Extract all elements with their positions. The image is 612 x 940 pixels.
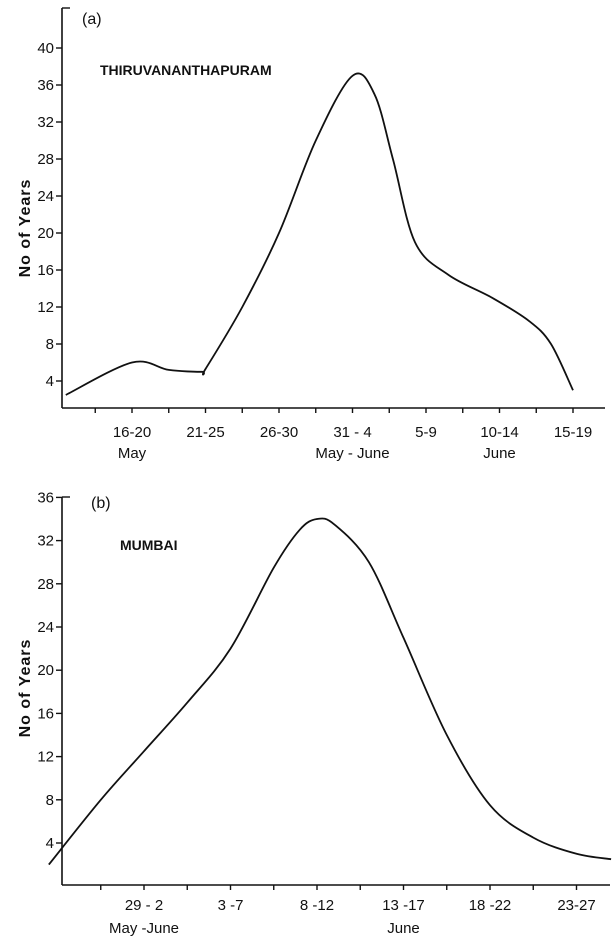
y-tick-label-b: 16 xyxy=(37,705,54,722)
x-tick-label-b: 13 -17 xyxy=(382,897,425,914)
x-tick-label-b: 23-27 xyxy=(557,897,595,914)
y-tick-label-a: 28 xyxy=(37,151,54,168)
y-tick-label-a: 8 xyxy=(46,336,54,353)
series-layer-a xyxy=(65,72,574,396)
x-group-label-a: June xyxy=(483,445,516,462)
y-axis-a: 4 8 12 16 20 24 28 32 36 40 xyxy=(37,7,70,408)
chart-title-a: THIRUVANANTHAPURAM xyxy=(100,62,272,78)
series-layer-b xyxy=(48,517,612,866)
y-tick-label-b: 28 xyxy=(37,576,54,593)
panel-label-b: (b) xyxy=(91,495,111,512)
x-tick-label-a: 10-14 xyxy=(480,424,518,441)
y-tick-label-b: 32 xyxy=(37,533,54,550)
x-group-label-a: May xyxy=(118,445,147,462)
y-tick-label-a: 20 xyxy=(37,225,54,242)
y-tick-label-b: 4 xyxy=(46,835,54,852)
y-axis-label-b: No of Years xyxy=(17,639,34,738)
x-tick-label-b: 29 - 2 xyxy=(125,897,163,914)
y-tick-label-b: 8 xyxy=(46,792,54,809)
x-group-label-b: May -June xyxy=(109,920,179,937)
x-tick-label-a: 26-30 xyxy=(260,424,298,441)
series-line-a xyxy=(65,72,574,396)
x-tick-label-a: 5-9 xyxy=(415,424,437,441)
x-tick-label-a: 31 - 4 xyxy=(333,424,371,441)
y-tick-label-a: 4 xyxy=(46,373,54,390)
y-tick-label-a: 36 xyxy=(37,77,54,94)
y-tick-label-b: 36 xyxy=(37,489,54,506)
y-tick-label-a: 16 xyxy=(37,262,54,279)
panel-thiruvananthapuram-chart: (a) THIRUVANANTHAPURAM No of Years 4 8 12 1… xyxy=(17,7,605,462)
y-tick-label-a: 40 xyxy=(37,40,54,57)
y-tick-label-a: 32 xyxy=(37,114,54,131)
panel-mumbai-chart: (b) MUMBAI No of Years 4812162024283236 … xyxy=(17,489,612,937)
x-tick-label-a: 15-19 xyxy=(554,424,592,441)
x-axis-a: 16-20 21-25 26-30 31 - 4 5-9 10-14 15-19 May May… xyxy=(62,407,605,462)
x-axis-b: 29 - 2 3 -7 8 -12 13 -17 18 -22 23-27 May -Jun… xyxy=(62,884,610,937)
series-line-b xyxy=(48,517,612,866)
x-tick-label-b: 18 -22 xyxy=(469,897,512,914)
y-tick-label-a: 12 xyxy=(37,299,54,316)
x-group-label-a: May - June xyxy=(315,445,389,462)
y-tick-label-b: 24 xyxy=(37,619,54,636)
chart-title-b: MUMBAI xyxy=(120,537,178,553)
y-axis-label-a: No of Years xyxy=(17,179,34,278)
x-tick-label-a: 21-25 xyxy=(186,424,224,441)
y-tick-label-a: 24 xyxy=(37,188,54,205)
y-tick-label-b: 20 xyxy=(37,662,54,679)
y-tick-label-b: 12 xyxy=(37,749,54,766)
x-tick-label-b: 8 -12 xyxy=(300,897,334,914)
x-group-label-b: June xyxy=(387,920,420,937)
x-tick-label-b: 3 -7 xyxy=(218,897,244,914)
x-tick-label-a: 16-20 xyxy=(113,424,151,441)
panel-label-a: (a) xyxy=(82,11,102,28)
y-axis-b: 4 8 12 16 20 24 28 32 36 xyxy=(37,489,70,885)
